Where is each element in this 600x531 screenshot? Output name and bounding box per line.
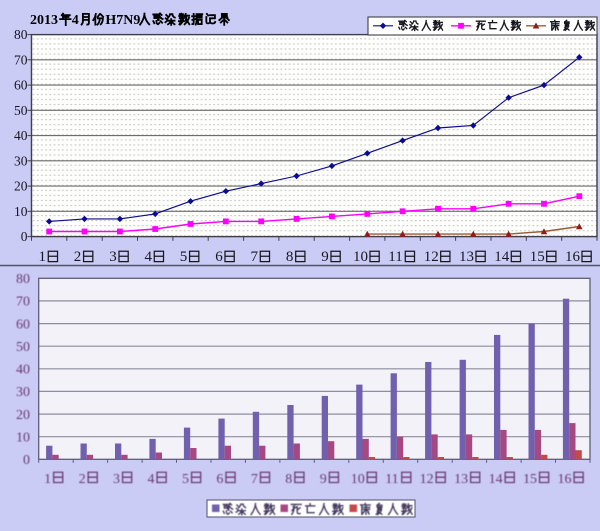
svg-text:13: 13 [454,472,468,487]
svg-text:10: 10 [353,249,368,265]
svg-text:3: 3 [109,249,117,265]
svg-text:50: 50 [14,103,28,118]
svg-text:6: 6 [216,472,223,487]
svg-text:15: 15 [530,249,545,265]
svg-text:0: 0 [23,453,30,468]
svg-text:16: 16 [558,472,572,487]
svg-text:5: 5 [180,249,188,265]
svg-text:70: 70 [16,295,30,310]
svg-text:7: 7 [251,249,259,265]
svg-text:10: 10 [14,204,28,219]
svg-text:9: 9 [320,472,327,487]
svg-text:50: 50 [16,340,30,355]
svg-text:20: 20 [16,408,30,423]
svg-text:12: 12 [424,249,439,265]
svg-text:4: 4 [148,472,155,487]
svg-text:40: 40 [16,363,30,378]
svg-text:11: 11 [388,249,402,265]
svg-text:1: 1 [44,472,51,487]
svg-text:80: 80 [14,27,28,42]
svg-text:4: 4 [72,13,79,28]
svg-text:9: 9 [321,249,329,265]
svg-text:60: 60 [14,78,28,93]
svg-text:80: 80 [16,272,30,287]
svg-text:30: 30 [14,153,28,168]
svg-text:3: 3 [113,472,120,487]
svg-text:2013: 2013 [30,13,58,28]
svg-text:2: 2 [74,249,82,265]
svg-text:8: 8 [286,249,294,265]
svg-text:1: 1 [39,249,47,265]
svg-text:6: 6 [215,249,223,265]
svg-text:4: 4 [145,249,153,265]
svg-text:60: 60 [16,317,30,332]
svg-text:7: 7 [251,472,258,487]
svg-text:70: 70 [14,52,28,67]
svg-text:11: 11 [385,472,398,487]
svg-text:10: 10 [351,472,365,487]
svg-text:5: 5 [182,472,189,487]
svg-text:2: 2 [79,472,86,487]
svg-text:10: 10 [16,431,30,446]
svg-text:H7N9: H7N9 [105,13,140,28]
svg-text:15: 15 [523,472,537,487]
svg-text:14: 14 [494,249,510,265]
svg-text:14: 14 [489,472,503,487]
svg-text:40: 40 [14,128,28,143]
svg-text:0: 0 [21,229,28,244]
svg-text:8: 8 [285,472,292,487]
svg-text:12: 12 [420,472,434,487]
svg-text:20: 20 [14,179,28,194]
svg-text:16: 16 [565,249,581,265]
svg-text:13: 13 [459,249,474,265]
svg-text:30: 30 [16,385,30,400]
